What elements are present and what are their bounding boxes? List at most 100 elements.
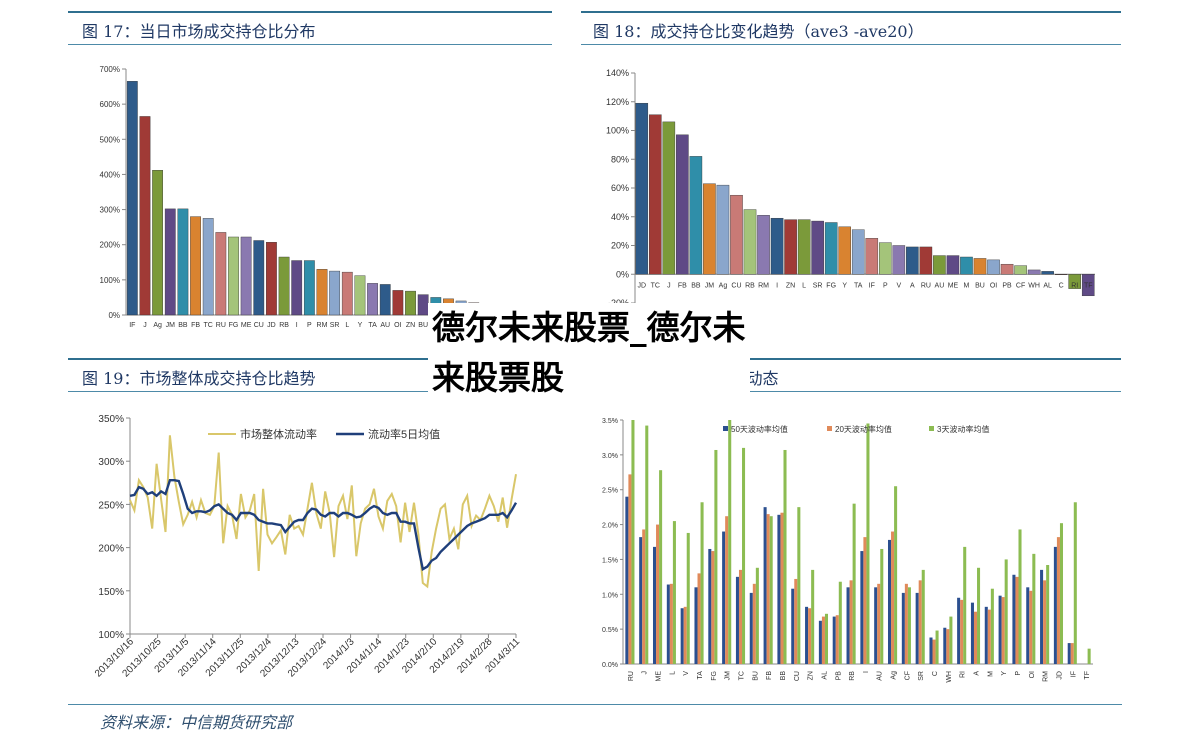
x-tick-label: ME xyxy=(656,671,663,682)
bar xyxy=(676,134,689,275)
bar xyxy=(821,616,825,664)
bar xyxy=(933,255,946,275)
legend-label: 市场整体流动率 xyxy=(240,427,317,441)
bar xyxy=(874,587,878,664)
x-tick-label: CU xyxy=(731,282,741,289)
legend-label: 50天波动率均值 xyxy=(731,424,788,434)
bar xyxy=(946,255,960,275)
chart-20-panel: 图 20：各品种波动率动态 0.0%0.5%1.0%1.5%2.0%2.5%3.… xyxy=(581,348,1121,704)
bar xyxy=(341,271,353,316)
x-tick-label: M xyxy=(987,671,994,677)
x-tick-label: J xyxy=(642,671,649,675)
x-tick-label: I xyxy=(776,282,778,289)
bar xyxy=(666,584,670,664)
bar xyxy=(832,616,836,664)
y-tick-label: 0% xyxy=(616,269,629,279)
footer-rule xyxy=(68,704,1122,705)
bar xyxy=(777,514,781,664)
series-line xyxy=(129,478,518,572)
bar xyxy=(851,229,865,275)
bar xyxy=(177,208,189,316)
bar xyxy=(1001,597,1005,664)
x-tick-label: IF xyxy=(129,322,135,329)
x-tick-label: V xyxy=(896,282,901,289)
bar xyxy=(755,567,759,664)
bar xyxy=(291,260,303,316)
bar xyxy=(757,215,770,275)
x-tick-label: BB xyxy=(780,671,787,681)
chart-18-panel: 图 18：成交持仓比变化趋势（ave3 -ave20） -20%0%20%40%… xyxy=(581,0,1121,335)
bar xyxy=(891,531,895,664)
bar xyxy=(960,256,973,275)
y-tick-label: 80% xyxy=(611,154,629,164)
y-tick-label: 0% xyxy=(108,311,120,320)
x-tick-label: I xyxy=(296,322,298,329)
bar xyxy=(918,580,922,664)
x-tick-label: CU xyxy=(794,671,801,681)
bar xyxy=(808,608,812,664)
bar xyxy=(932,639,936,664)
x-tick-label: P xyxy=(883,282,888,289)
bar xyxy=(998,595,1002,664)
bar xyxy=(708,548,712,664)
x-tick-label: TC xyxy=(739,671,746,680)
x-tick-label: SR xyxy=(813,282,823,289)
bar xyxy=(805,606,809,664)
x-tick-label: RB xyxy=(745,282,755,289)
y-tick-label: 350% xyxy=(98,414,124,425)
bar xyxy=(735,576,739,664)
bar xyxy=(973,611,978,664)
bar xyxy=(766,514,770,664)
y-tick-label: 20% xyxy=(611,241,629,251)
bar xyxy=(683,606,687,664)
bar xyxy=(1053,546,1057,664)
bar xyxy=(669,583,673,664)
bar xyxy=(1056,537,1060,664)
bar xyxy=(919,246,933,275)
x-tick-label: OI xyxy=(990,282,997,289)
y-tick-label: 300% xyxy=(98,457,124,468)
x-tick-label: SR xyxy=(330,322,340,329)
y-tick-label: 100% xyxy=(100,276,120,285)
bar xyxy=(877,583,881,664)
overlay-caption: 德尔未来股票_德尔未 来股票股 xyxy=(428,303,750,403)
bar xyxy=(984,606,988,664)
bar xyxy=(1029,590,1033,664)
title-rule-bottom xyxy=(68,44,552,45)
x-tick-label: TA xyxy=(854,282,863,289)
bar xyxy=(652,546,657,664)
x-tick-label: JM xyxy=(725,671,732,681)
title-rule-top xyxy=(581,358,1121,360)
bar xyxy=(714,449,718,664)
bar xyxy=(863,537,867,664)
x-tick-label: V xyxy=(683,671,690,676)
x-tick-label: C xyxy=(1059,282,1064,289)
bar xyxy=(770,217,784,275)
x-tick-label: C xyxy=(932,671,939,676)
x-tick-label: TC xyxy=(204,322,213,329)
x-tick-label: TA xyxy=(697,671,704,680)
bar xyxy=(946,629,950,664)
bar xyxy=(266,242,277,316)
bar xyxy=(749,592,753,664)
x-tick-label: AL xyxy=(821,671,828,680)
x-tick-label: RI xyxy=(960,671,967,678)
bar xyxy=(316,269,328,316)
bar xyxy=(904,583,908,664)
y-tick-label: 0.0% xyxy=(602,662,618,669)
bar xyxy=(722,531,726,664)
bar xyxy=(783,449,787,664)
bar xyxy=(824,222,838,275)
y-tick-label: 600% xyxy=(100,100,120,109)
legend-swatch xyxy=(723,426,728,431)
bar xyxy=(697,573,701,664)
legend-label: 流动率5日均值 xyxy=(368,427,440,441)
y-tick-label: 200% xyxy=(100,241,120,250)
bar xyxy=(894,486,898,664)
bar xyxy=(379,284,391,316)
chart-19-svg: 100%150%200%250%300%350%2013/10/162013/1… xyxy=(93,414,522,680)
bar xyxy=(253,240,265,316)
bar xyxy=(780,512,784,664)
x-tick-label: JM xyxy=(166,322,176,329)
bar xyxy=(405,290,416,316)
